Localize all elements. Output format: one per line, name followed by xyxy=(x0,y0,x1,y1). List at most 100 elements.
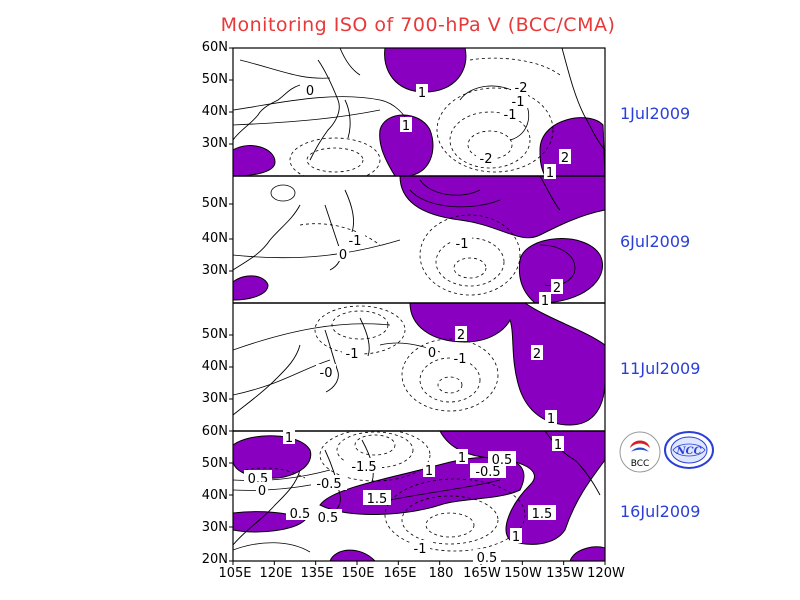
panel-4-field xyxy=(233,431,605,561)
svg-text:1: 1 xyxy=(554,438,562,453)
svg-text:1: 1 xyxy=(512,530,520,545)
shade-region xyxy=(399,176,605,239)
svg-text:2: 2 xyxy=(457,328,465,343)
contour-label: -1 xyxy=(452,235,472,252)
svg-text:0.5: 0.5 xyxy=(318,511,339,526)
bcc-logo: BCC xyxy=(619,431,661,473)
svg-text:1: 1 xyxy=(425,464,433,479)
contour-label: 1 xyxy=(510,528,522,545)
svg-text:0: 0 xyxy=(306,84,314,99)
svg-text:-2: -2 xyxy=(515,81,528,96)
svg-text:-1: -1 xyxy=(456,237,469,252)
contour-label: 0.5 xyxy=(473,549,501,566)
svg-text:-1.5: -1.5 xyxy=(351,460,376,475)
contour-label: 0.5 xyxy=(488,451,516,468)
contour-label: -1 xyxy=(342,345,362,362)
shade-region xyxy=(233,275,269,301)
contour-label: 0 xyxy=(256,482,268,499)
svg-text:-1: -1 xyxy=(454,352,467,367)
svg-text:-1: -1 xyxy=(346,347,359,362)
contour-label: 0.5 xyxy=(286,505,314,522)
contour-label: -1 xyxy=(500,106,520,123)
lon-label: 135E xyxy=(300,566,334,581)
contour-label: 1 xyxy=(400,117,412,134)
svg-text:2: 2 xyxy=(561,151,569,166)
lat-label: 40N xyxy=(201,359,228,374)
svg-text:1: 1 xyxy=(546,166,554,181)
svg-text:-0: -0 xyxy=(320,366,333,381)
lon-label: 120E xyxy=(259,566,293,581)
svg-text:0.5: 0.5 xyxy=(290,507,311,522)
axis-ticks xyxy=(229,47,606,565)
svg-text:1: 1 xyxy=(285,431,293,446)
contour-label: 0 xyxy=(426,344,438,361)
svg-text:2: 2 xyxy=(533,347,541,362)
panel-4-date: 16Jul2009 xyxy=(620,502,701,521)
lat-label: 60N xyxy=(201,424,228,439)
contour-label: -2 xyxy=(476,150,496,167)
shade-region xyxy=(233,145,276,176)
lon-label: 165W xyxy=(463,566,501,581)
shade-region xyxy=(233,435,312,479)
svg-text:-2: -2 xyxy=(480,152,493,167)
contour-label: -1 xyxy=(410,540,430,557)
contour-label: -0.5 xyxy=(311,475,347,492)
shade-region xyxy=(379,114,434,176)
lat-label: 50N xyxy=(201,327,228,342)
shade-region xyxy=(569,546,605,561)
svg-text:-1: -1 xyxy=(414,542,427,557)
shade-region xyxy=(409,303,605,426)
shade-region xyxy=(539,117,605,176)
svg-text:0: 0 xyxy=(428,346,436,361)
lat-label: 20N xyxy=(201,552,228,567)
svg-text:2: 2 xyxy=(553,281,561,296)
contour-label: -1 xyxy=(450,350,470,367)
shade-region xyxy=(518,238,603,303)
svg-text:1.5: 1.5 xyxy=(532,507,553,522)
lon-label: 150E xyxy=(341,566,375,581)
lat-label: 50N xyxy=(201,456,228,471)
svg-text:-0.5: -0.5 xyxy=(475,465,500,480)
lat-label: 50N xyxy=(201,196,228,211)
contour-label: 0 xyxy=(304,82,316,99)
contour-label: -0.5 xyxy=(470,463,506,480)
lat-label: 30N xyxy=(201,263,228,278)
contour-label: 1 xyxy=(545,410,557,427)
svg-text:0: 0 xyxy=(258,484,266,499)
bcc-logo-text: BCC xyxy=(631,459,650,469)
contour-label: 1 xyxy=(539,292,551,309)
contour-label: -0 xyxy=(316,364,336,381)
ncc-logo-text: NCC xyxy=(675,446,701,457)
contour-label: 1 xyxy=(423,462,435,479)
lat-label: 30N xyxy=(201,391,228,406)
contour-label: 1 xyxy=(544,164,556,181)
lat-label: 30N xyxy=(201,520,228,535)
contour-label: 2 xyxy=(531,345,543,362)
lat-label: 40N xyxy=(201,488,228,503)
lon-label: 105E xyxy=(218,566,252,581)
contour-label: 1 xyxy=(456,449,468,466)
panel-3-date: 11Jul2009 xyxy=(620,359,701,378)
panel-3-field xyxy=(233,303,605,426)
panel-1-field xyxy=(233,48,605,176)
svg-text:1.5: 1.5 xyxy=(367,492,388,507)
svg-text:1: 1 xyxy=(541,294,549,309)
contour-label: -1.5 xyxy=(346,458,382,475)
ncc-logo: NCC xyxy=(664,431,714,469)
lat-label: 60N xyxy=(201,40,228,55)
shade-region xyxy=(329,549,376,561)
lon-label: 180 xyxy=(428,566,454,581)
svg-text:0.5: 0.5 xyxy=(492,453,513,468)
contour-label: 1 xyxy=(283,429,295,446)
contour-label: 1.5 xyxy=(528,505,556,522)
contour-label: -1 xyxy=(345,232,365,249)
lon-label: 120W xyxy=(587,566,625,581)
svg-text:1: 1 xyxy=(458,451,466,466)
svg-text:0: 0 xyxy=(339,248,347,263)
contour-label: 1.5 xyxy=(363,490,391,507)
contour-label: 1 xyxy=(552,436,564,453)
lat-label: 30N xyxy=(201,136,228,151)
lon-label: 165E xyxy=(383,566,417,581)
